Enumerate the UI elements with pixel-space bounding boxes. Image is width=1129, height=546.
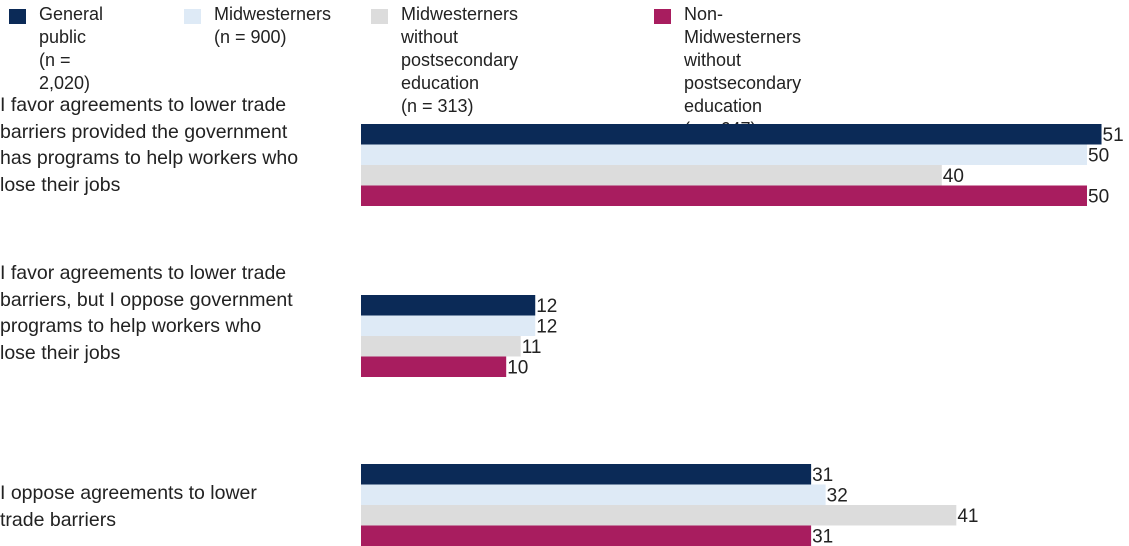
value-label-midwesterners-no-postsecondary-cat2: 11 xyxy=(522,337,542,358)
value-label-non-midwesterners-no-postsecondary-cat2: 10 xyxy=(507,358,528,379)
legend-label-general-public: General public (n = 2,020) xyxy=(39,4,104,93)
category-label-oppose: I oppose agreements to lower trade barri… xyxy=(0,482,257,531)
bar-midwesterners-no-postsecondary-cat1 xyxy=(361,165,942,186)
value-label-midwesterners-cat2: 12 xyxy=(536,317,557,338)
bar-midwesterners-no-postsecondary-cat2 xyxy=(361,336,521,357)
legend-swatch-midwesterners xyxy=(184,9,201,24)
bar-general-public-cat2 xyxy=(361,295,536,316)
bar-midwesterners-cat1 xyxy=(361,144,1087,165)
value-label-non-midwesterners-no-postsecondary-cat1: 50 xyxy=(1088,187,1109,208)
legend-swatch-non-midwesterners-no-postsecondary xyxy=(654,9,671,24)
value-label-midwesterners-no-postsecondary-cat3: 41 xyxy=(957,506,978,527)
legend-label-midwesterners-no-postsecondary: Midwesterners without postsecondary educ… xyxy=(401,4,519,116)
value-label-general-public-cat2: 12 xyxy=(536,296,557,317)
bar-non-midwesterners-no-postsecondary-cat1 xyxy=(361,185,1087,206)
value-label-midwesterners-cat1: 50 xyxy=(1088,146,1109,167)
bar-general-public-cat3 xyxy=(361,464,812,485)
bar-non-midwesterners-no-postsecondary-cat2 xyxy=(361,356,507,377)
legend-label-midwesterners: Midwesterners (n = 900) xyxy=(214,4,332,47)
bar-general-public-cat1 xyxy=(361,124,1102,145)
bar-non-midwesterners-no-postsecondary-cat3 xyxy=(361,525,812,546)
value-label-general-public-cat3: 31 xyxy=(812,465,833,486)
bar-midwesterners-cat3 xyxy=(361,484,826,505)
category-label-favor-with-programs: I favor agreements to lower trade barrie… xyxy=(0,94,299,196)
legend-swatch-midwesterners-no-postsecondary xyxy=(371,9,388,24)
bar-midwesterners-no-postsecondary-cat3 xyxy=(361,505,957,526)
value-label-midwesterners-no-postsecondary-cat1: 40 xyxy=(943,166,964,187)
legend-swatch-general-public xyxy=(9,9,26,24)
value-label-non-midwesterners-no-postsecondary-cat3: 31 xyxy=(812,527,833,546)
category-label-favor-oppose-programs: I favor agreements to lower trade barrie… xyxy=(0,262,293,364)
bar-midwesterners-cat2 xyxy=(361,315,536,336)
value-label-midwesterners-cat3: 32 xyxy=(827,486,848,507)
value-label-general-public-cat1: 51 xyxy=(1103,125,1124,146)
